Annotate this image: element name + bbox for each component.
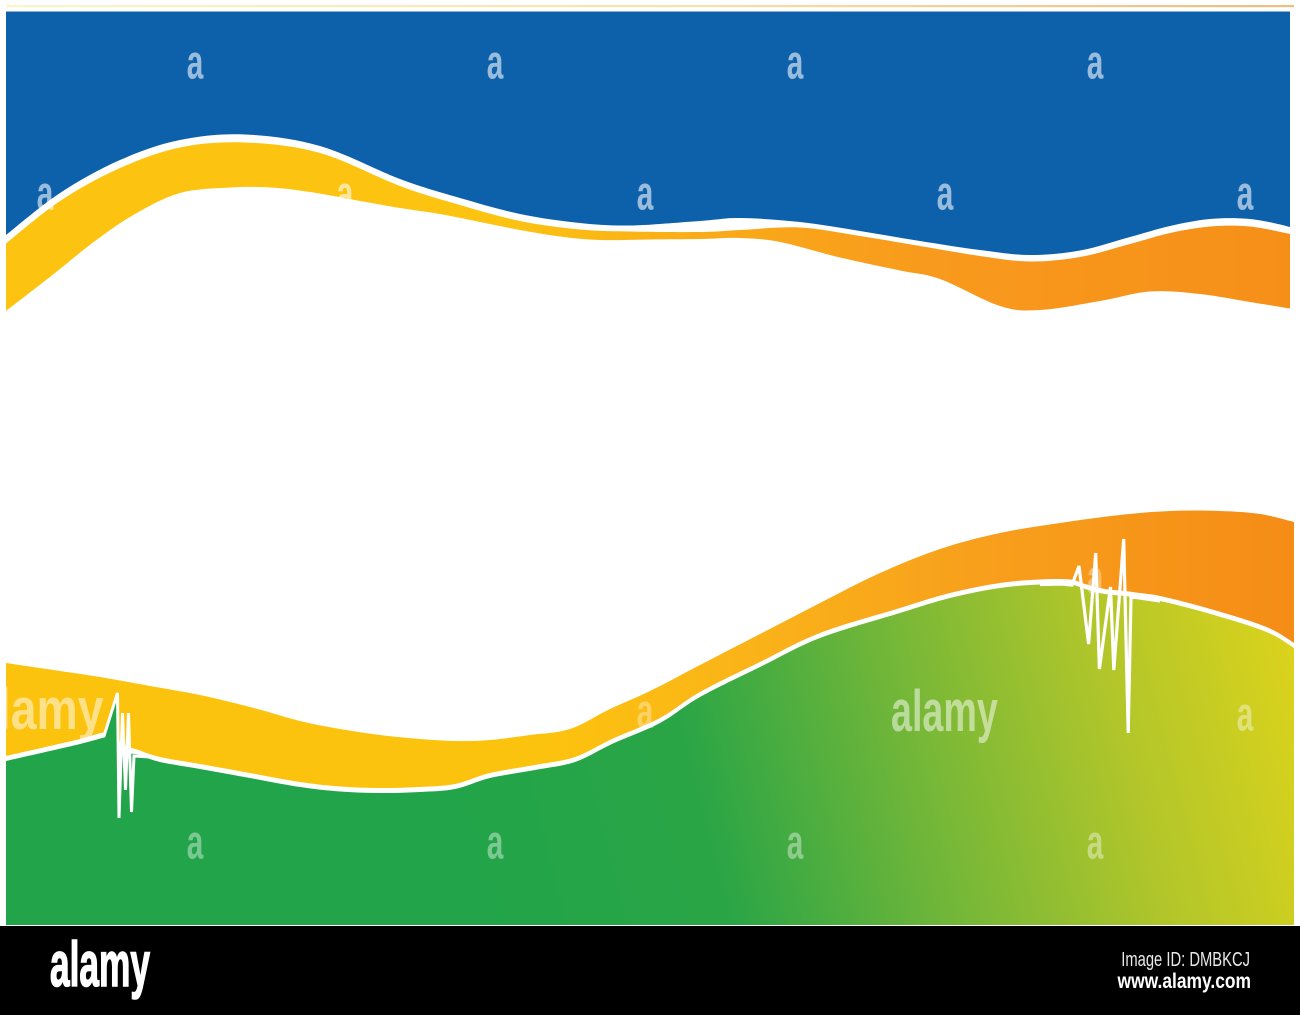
svg-text:a: a [487, 36, 504, 89]
svg-text:a: a [1237, 167, 1254, 220]
svg-text:alamy: alamy [50, 929, 150, 999]
svg-text:a: a [337, 167, 354, 220]
svg-text:a: a [187, 816, 204, 869]
svg-text:a: a [1237, 688, 1254, 741]
svg-text:a: a [637, 685, 654, 738]
svg-text:alamy: alamy [0, 677, 104, 742]
svg-text:Image ID: DMBKCJ: Image ID: DMBKCJ [1121, 948, 1250, 971]
svg-text:a: a [37, 167, 54, 220]
svg-text:a: a [487, 816, 504, 869]
svg-text:a: a [1087, 816, 1104, 869]
svg-text:a: a [1087, 551, 1104, 604]
svg-text:a: a [1087, 36, 1104, 89]
svg-text:a: a [787, 36, 804, 89]
svg-text:www.alamy.com: www.alamy.com [1117, 969, 1251, 993]
svg-text:a: a [637, 167, 654, 220]
svg-text:alamy: alamy [891, 680, 998, 744]
svg-text:a: a [337, 686, 354, 739]
svg-text:a: a [787, 816, 804, 869]
svg-text:a: a [937, 167, 954, 220]
svg-text:a: a [187, 36, 204, 89]
